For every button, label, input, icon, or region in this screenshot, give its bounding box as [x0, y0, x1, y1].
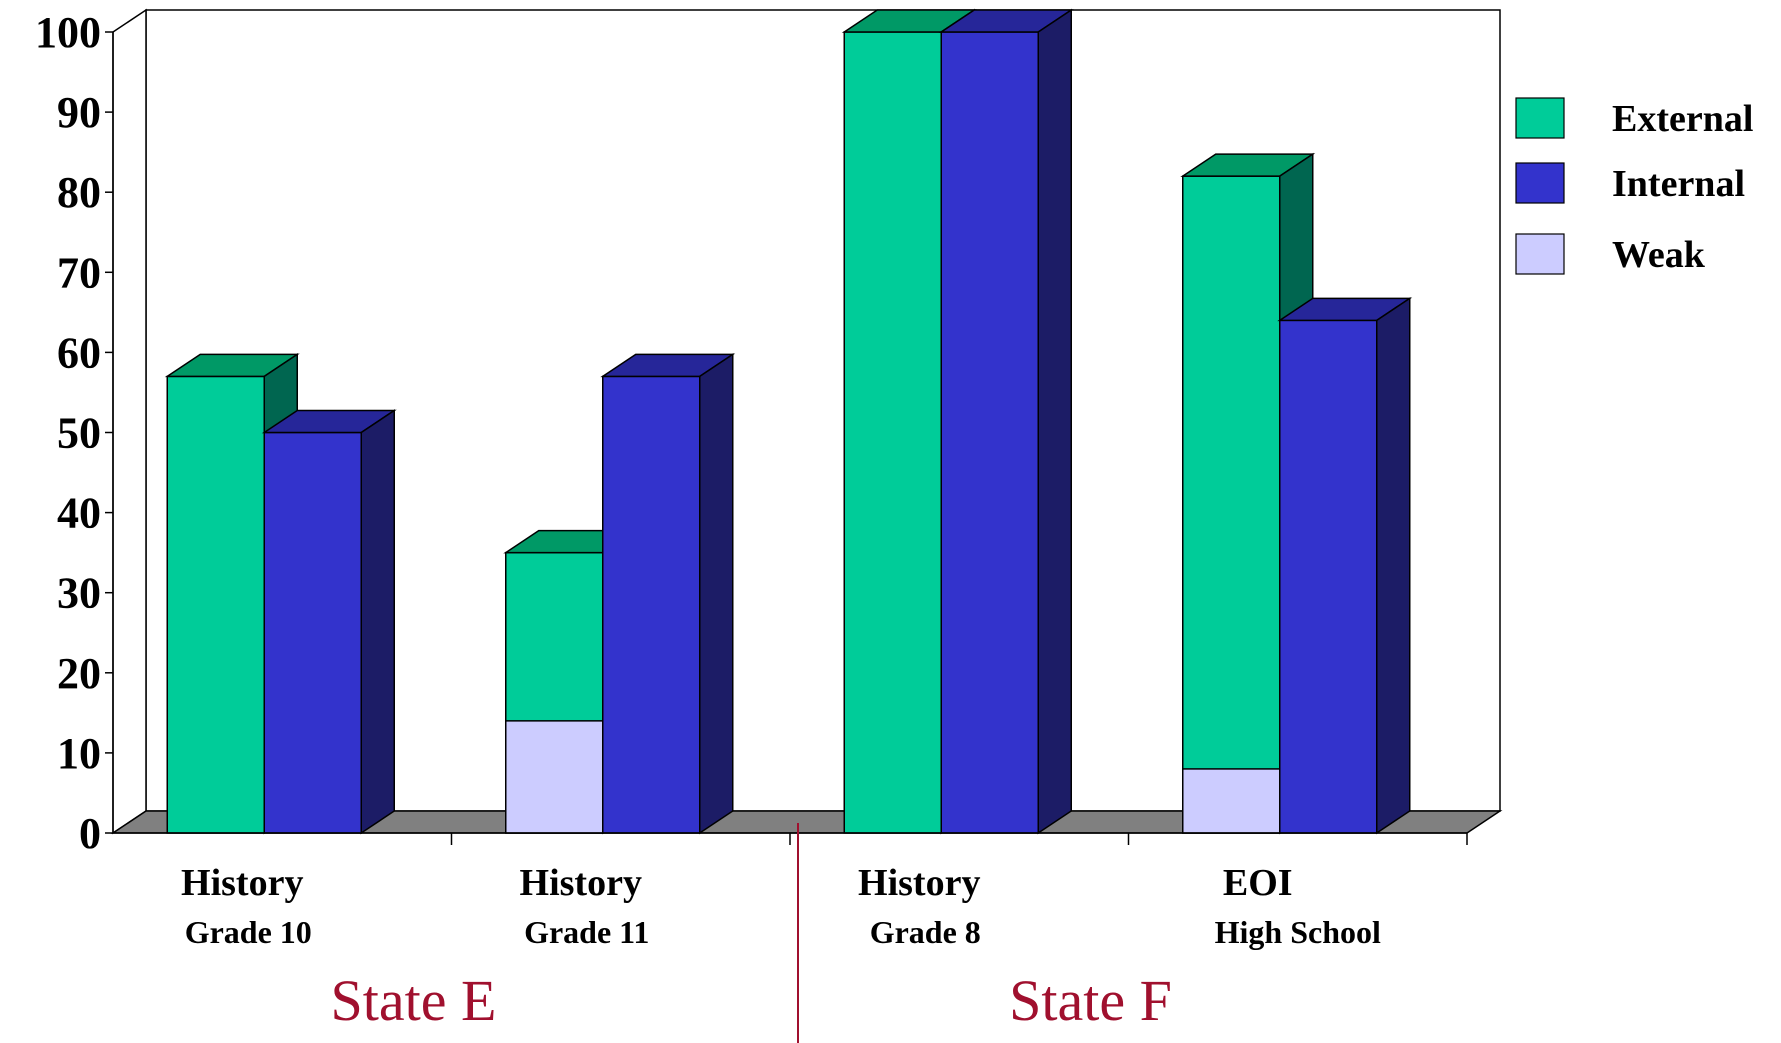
group-label: State E [331, 968, 497, 1033]
y-tick-label: 60 [57, 328, 101, 377]
bar-internal [600, 353, 736, 835]
legend-label: Internal [1612, 163, 1745, 205]
side-wall [112, 8, 147, 835]
bar-front [843, 31, 942, 834]
bar-front [940, 31, 1039, 834]
group-labels: State E State F [331, 823, 1172, 1043]
y-tick-label: 30 [57, 569, 101, 618]
y-tick-label: 100 [35, 8, 101, 57]
bar-internal [938, 8, 1074, 835]
x-category-sublabel: High School [1215, 914, 1381, 950]
y-tick-label: 10 [57, 729, 101, 778]
y-tick-label: 20 [57, 649, 101, 698]
legend-label: External [1612, 98, 1753, 140]
bar-front [166, 375, 265, 834]
bar-front [1182, 175, 1281, 834]
y-tick-label: 0 [79, 809, 101, 858]
x-category-label: History [858, 862, 980, 904]
x-category-label: EOI [1223, 862, 1293, 904]
x-category-sublabel: Grade 11 [524, 914, 649, 950]
y-tick-label: 70 [57, 248, 101, 297]
legend: External Internal Weak [1515, 97, 1753, 276]
bars [164, 8, 1413, 835]
x-category-label: History [520, 862, 642, 904]
x-category-sublabel: Grade 8 [870, 914, 981, 950]
legend-label: Weak [1612, 234, 1706, 276]
bar-internal [1277, 296, 1413, 835]
bar-front [263, 431, 362, 834]
x-axis: History Grade 10 History Grade 11 History Gra… [113, 832, 1468, 950]
x-category-sublabel: Grade 10 [185, 914, 312, 950]
bar-front [1279, 319, 1378, 834]
bar-internal [261, 409, 397, 835]
bar-weak-segment [505, 720, 604, 834]
y-tick-label: 90 [57, 88, 101, 137]
bar-side [1037, 8, 1072, 835]
group-label: State F [1009, 968, 1172, 1033]
bar-weak-segment [1182, 768, 1281, 834]
bar-side [699, 353, 734, 835]
legend-swatch [1515, 233, 1565, 275]
y-tick-label: 40 [57, 489, 101, 538]
x-category-label: History [181, 862, 303, 904]
y-tick-label: 50 [57, 409, 101, 458]
bar-front [602, 375, 701, 834]
legend-swatch [1515, 97, 1565, 139]
bar-side [360, 409, 395, 835]
legend-swatch [1515, 162, 1565, 204]
y-tick-label: 80 [57, 168, 101, 217]
y-axis: 0 10 20 30 40 50 60 70 80 90 100 [35, 8, 114, 858]
bar-side [1376, 296, 1411, 835]
